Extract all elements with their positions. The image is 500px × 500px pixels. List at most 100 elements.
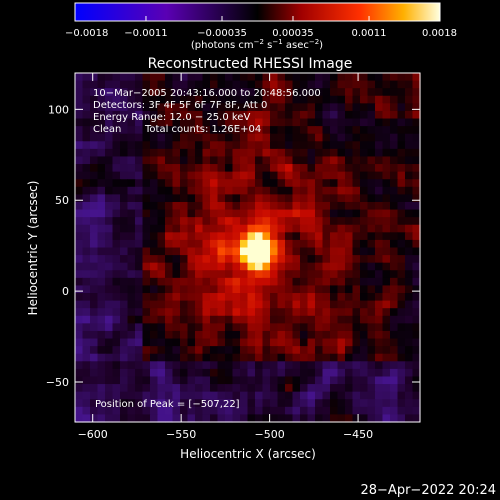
heatmap-cell — [367, 148, 376, 158]
heatmap-cell — [157, 247, 166, 256]
heatmap-cell — [225, 330, 234, 340]
heatmap-cell — [127, 255, 136, 264]
heatmap-cell — [112, 323, 121, 332]
heatmap-cell — [127, 247, 136, 256]
heatmap-cell — [382, 247, 391, 256]
heatmap-cell — [210, 73, 219, 82]
heatmap-cell — [225, 148, 234, 158]
heatmap-cell — [337, 293, 346, 302]
heatmap-cell — [157, 262, 166, 271]
heatmap-cell — [390, 201, 399, 211]
heatmap-cell — [285, 293, 294, 302]
heatmap-cell — [322, 126, 331, 135]
heatmap-cell — [322, 262, 331, 271]
heatmap-cell — [307, 338, 316, 347]
heatmap-cell — [180, 391, 189, 400]
heatmap-cell — [405, 239, 414, 249]
heatmap-cell — [262, 361, 271, 370]
heatmap-cell — [90, 255, 99, 264]
heatmap-cell — [232, 338, 241, 347]
heatmap-cell — [255, 247, 264, 256]
heatmap-cell — [150, 209, 159, 218]
heatmap-cell — [90, 399, 99, 408]
heatmap-cell — [195, 224, 204, 233]
heatmap-cell — [352, 217, 361, 226]
heatmap-cell — [135, 148, 144, 158]
heatmap-cell — [382, 315, 391, 324]
heatmap-cell — [180, 80, 189, 89]
heatmap-cell — [255, 224, 264, 233]
heatmap-cell — [225, 285, 234, 294]
heatmap-cell — [97, 148, 106, 158]
heatmap-cell — [120, 232, 129, 241]
heatmap-cell — [202, 118, 211, 127]
heatmap-cell — [112, 384, 121, 393]
heatmap-cell — [232, 141, 241, 150]
info-time-range: 10−Mar−2005 20:43:16.000 to 20:48:56.000 — [93, 88, 321, 99]
heatmap-cell — [277, 384, 286, 393]
heatmap-cell — [142, 391, 151, 400]
heatmap-cell — [127, 88, 136, 97]
heatmap-cell — [225, 194, 234, 203]
heatmap-cell — [255, 346, 264, 355]
heatmap-cell — [367, 414, 376, 423]
heatmap-cell — [337, 186, 346, 195]
heatmap-cell — [240, 361, 249, 370]
heatmap-cell — [397, 186, 406, 195]
heatmap-cell — [322, 164, 331, 173]
heatmap-cell — [157, 399, 166, 408]
heatmap-cell — [240, 346, 249, 355]
heatmap-cell — [277, 247, 286, 256]
heatmap-cell — [262, 80, 271, 89]
heatmap-cell — [285, 232, 294, 241]
heatmap-cell — [202, 338, 211, 347]
heatmap-cell — [112, 399, 121, 408]
heatmap-cell — [292, 406, 301, 416]
heatmap-cell — [240, 376, 249, 385]
heatmap-cell — [165, 126, 174, 135]
heatmap-cell — [225, 209, 234, 218]
heatmap-cell — [352, 95, 361, 104]
heatmap-cell — [262, 376, 271, 385]
heatmap-cell — [142, 171, 151, 180]
y-axis-label: Heliocentric Y (arcsec) — [26, 181, 40, 316]
heatmap-cell — [270, 224, 279, 233]
heatmap-cell — [105, 391, 114, 400]
heatmap-cell — [412, 201, 421, 211]
heatmap-cell — [180, 201, 189, 211]
heatmap-cell — [382, 368, 391, 378]
heatmap-cell — [367, 217, 376, 226]
heatmap-cell — [397, 148, 406, 158]
heatmap-cell — [172, 217, 181, 226]
heatmap-cell — [375, 73, 384, 82]
heatmap-cell — [375, 209, 384, 218]
heatmap-cell — [112, 103, 121, 112]
heatmap-cell — [127, 353, 136, 362]
heatmap-cell — [210, 308, 219, 317]
heatmap-cell — [90, 171, 99, 180]
heatmap-cell — [367, 255, 376, 264]
heatmap-cell — [315, 209, 324, 218]
heatmap-cell — [157, 315, 166, 324]
heatmap-cell — [142, 346, 151, 355]
y-tick-label: 100 — [48, 103, 69, 116]
heatmap-cell — [187, 171, 196, 180]
heatmap-cell — [90, 194, 99, 203]
heatmap-cell — [142, 338, 151, 347]
heatmap-cell — [165, 368, 174, 378]
heatmap-cell — [247, 133, 256, 142]
heatmap-cell — [352, 247, 361, 256]
heatmap-cell — [337, 368, 346, 378]
heatmap-cell — [367, 247, 376, 256]
heatmap-cell — [405, 194, 414, 203]
heatmap-cell — [112, 224, 121, 233]
heatmap-cell — [367, 126, 376, 135]
heatmap-cell — [360, 232, 369, 241]
heatmap-cell — [112, 209, 121, 218]
heatmap-cell — [112, 300, 121, 309]
heatmap-cell — [345, 300, 354, 309]
heatmap-cell — [195, 255, 204, 264]
heatmap-cell — [135, 262, 144, 271]
heatmap-cell — [217, 103, 226, 112]
heatmap-cell — [187, 361, 196, 370]
